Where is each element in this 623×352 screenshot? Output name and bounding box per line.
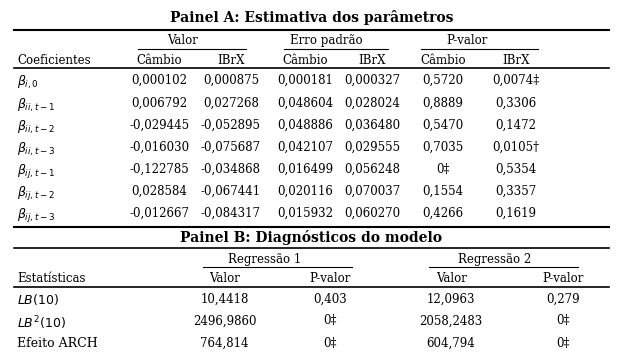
Text: 0,4266: 0,4266 xyxy=(422,207,464,220)
Text: 0,029555: 0,029555 xyxy=(345,140,401,153)
Text: 0‡: 0‡ xyxy=(556,314,569,327)
Text: 0,000181: 0,000181 xyxy=(277,74,333,87)
Text: $\beta_{i,0}$: $\beta_{i,0}$ xyxy=(17,74,39,92)
Text: P-valor: P-valor xyxy=(310,272,351,285)
Text: Coeficientes: Coeficientes xyxy=(17,54,90,67)
Text: 0,060270: 0,060270 xyxy=(345,207,401,220)
Text: 0‡: 0‡ xyxy=(436,163,450,176)
Text: 0,070037: 0,070037 xyxy=(344,185,401,198)
Text: 0,279: 0,279 xyxy=(546,292,579,305)
Text: 0,1619: 0,1619 xyxy=(496,207,536,220)
Text: Câmbio: Câmbio xyxy=(420,54,466,67)
Text: Câmbio: Câmbio xyxy=(136,54,183,67)
Text: P-valor: P-valor xyxy=(447,34,488,48)
Text: -0,084317: -0,084317 xyxy=(201,207,261,220)
Text: IBrX: IBrX xyxy=(358,54,386,67)
Text: $\beta_{ii,t-1}$: $\beta_{ii,t-1}$ xyxy=(17,96,55,114)
Text: 0,7035: 0,7035 xyxy=(422,140,464,153)
Text: $\beta_{ii,t-2}$: $\beta_{ii,t-2}$ xyxy=(17,118,55,136)
Text: 0,056248: 0,056248 xyxy=(345,163,401,176)
Text: Regressão 1: Regressão 1 xyxy=(229,252,302,265)
Text: 0‡: 0‡ xyxy=(323,337,337,350)
Text: -0,016030: -0,016030 xyxy=(130,140,189,153)
Text: Valor: Valor xyxy=(168,34,198,48)
Text: Valor: Valor xyxy=(435,272,467,285)
Text: 0,028584: 0,028584 xyxy=(131,185,188,198)
Text: -0,075687: -0,075687 xyxy=(201,140,261,153)
Text: 0,5354: 0,5354 xyxy=(495,163,537,176)
Text: 0,027268: 0,027268 xyxy=(203,96,259,109)
Text: 604,794: 604,794 xyxy=(427,337,475,350)
Text: 12,0963: 12,0963 xyxy=(427,292,475,305)
Text: 0,8889: 0,8889 xyxy=(422,96,464,109)
Text: -0,067441: -0,067441 xyxy=(201,185,261,198)
Text: Painel A: Estimativa dos parâmetros: Painel A: Estimativa dos parâmetros xyxy=(169,10,454,25)
Text: 0,048604: 0,048604 xyxy=(277,96,333,109)
Text: Erro padrão: Erro padrão xyxy=(290,34,363,48)
Text: -0,052895: -0,052895 xyxy=(201,118,261,131)
Text: 0,3357: 0,3357 xyxy=(495,185,537,198)
Text: 0,1554: 0,1554 xyxy=(422,185,464,198)
Text: $LB^2(10)$: $LB^2(10)$ xyxy=(17,314,66,332)
Text: 0‡: 0‡ xyxy=(556,337,569,350)
Text: $\beta_{ii,t-3}$: $\beta_{ii,t-3}$ xyxy=(17,140,55,158)
Text: Efeito ARCH: Efeito ARCH xyxy=(17,337,98,350)
Text: 2496,9860: 2496,9860 xyxy=(193,314,257,327)
Text: 0,028024: 0,028024 xyxy=(345,96,400,109)
Text: IBrX: IBrX xyxy=(502,54,530,67)
Text: 0,042107: 0,042107 xyxy=(277,140,333,153)
Text: Painel B: Diagnósticos do modelo: Painel B: Diagnósticos do modelo xyxy=(181,230,442,245)
Text: $\beta_{ij,t-3}$: $\beta_{ij,t-3}$ xyxy=(17,207,55,225)
Text: Regressão 2: Regressão 2 xyxy=(458,252,531,265)
Text: 0,000875: 0,000875 xyxy=(203,74,259,87)
Text: 0,015932: 0,015932 xyxy=(277,207,333,220)
Text: Câmbio: Câmbio xyxy=(282,54,328,67)
Text: 0,403: 0,403 xyxy=(313,292,347,305)
Text: 0,5470: 0,5470 xyxy=(422,118,464,131)
Text: Estatísticas: Estatísticas xyxy=(17,272,85,285)
Text: -0,122785: -0,122785 xyxy=(130,163,189,176)
Text: $\beta_{ij,t-2}$: $\beta_{ij,t-2}$ xyxy=(17,185,55,203)
Text: 0,3306: 0,3306 xyxy=(495,96,537,109)
Text: 0,000102: 0,000102 xyxy=(131,74,188,87)
Text: 0,5720: 0,5720 xyxy=(422,74,464,87)
Text: 0,0105†: 0,0105† xyxy=(493,140,540,153)
Text: 0,048886: 0,048886 xyxy=(277,118,333,131)
Text: 0,020116: 0,020116 xyxy=(277,185,333,198)
Text: -0,034868: -0,034868 xyxy=(201,163,261,176)
Text: Valor: Valor xyxy=(209,272,240,285)
Text: $\beta_{ij,t-1}$: $\beta_{ij,t-1}$ xyxy=(17,163,55,181)
Text: 10,4418: 10,4418 xyxy=(201,292,249,305)
Text: 764,814: 764,814 xyxy=(201,337,249,350)
Text: -0,012667: -0,012667 xyxy=(130,207,189,220)
Text: 0,016499: 0,016499 xyxy=(277,163,333,176)
Text: 0,0074‡: 0,0074‡ xyxy=(493,74,540,87)
Text: -0,029445: -0,029445 xyxy=(130,118,189,131)
Text: 0,000327: 0,000327 xyxy=(345,74,401,87)
Text: P-valor: P-valor xyxy=(542,272,583,285)
Text: 0‡: 0‡ xyxy=(323,314,337,327)
Text: 0,006792: 0,006792 xyxy=(131,96,188,109)
Text: 0,1472: 0,1472 xyxy=(496,118,536,131)
Text: 2058,2483: 2058,2483 xyxy=(419,314,483,327)
Text: $LB(10)$: $LB(10)$ xyxy=(17,292,59,307)
Text: 0,036480: 0,036480 xyxy=(345,118,401,131)
Text: IBrX: IBrX xyxy=(217,54,245,67)
